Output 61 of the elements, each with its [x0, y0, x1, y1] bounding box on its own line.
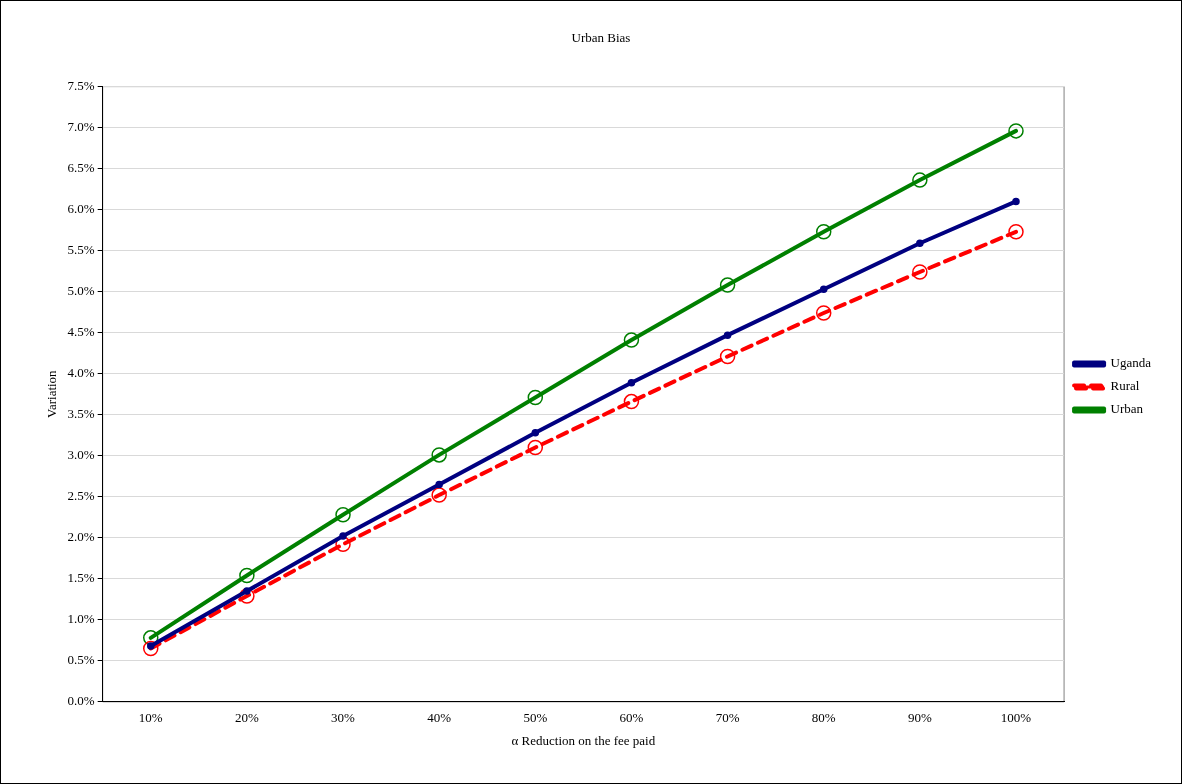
- point: [339, 532, 347, 540]
- y-tick-label: 2.5%: [67, 488, 95, 504]
- point: [435, 480, 443, 489]
- point: [431, 447, 447, 463]
- y-axis-title: Variation: [44, 369, 60, 419]
- point: [431, 487, 447, 503]
- y-tick-label: 2.0%: [67, 529, 95, 545]
- point: [143, 630, 159, 646]
- legend-label: Rural: [1110, 378, 1140, 394]
- point: [623, 393, 640, 410]
- point: [623, 332, 640, 348]
- y-tick-label: 5.0%: [67, 283, 95, 299]
- legend-label: Uganda: [1110, 355, 1152, 371]
- y-tick-label: 1.5%: [67, 570, 95, 586]
- x-tick-label: 30%: [331, 710, 356, 726]
- y-tick-label: 5.5%: [67, 242, 95, 258]
- point: [627, 378, 636, 387]
- point: [527, 389, 544, 406]
- point: [243, 587, 251, 595]
- x-tick-label: 50%: [523, 710, 548, 726]
- point: [912, 264, 928, 280]
- y-tick-label: 6.5%: [67, 160, 95, 176]
- point: [912, 172, 928, 188]
- x-tick-label: 10%: [138, 710, 163, 726]
- point: [335, 536, 351, 553]
- y-tick-label: 0.0%: [67, 693, 95, 709]
- point: [1012, 197, 1020, 206]
- point: [527, 439, 544, 456]
- x-tick-label: 60%: [619, 710, 644, 726]
- legend-label: Urban: [1110, 401, 1144, 417]
- point: [815, 305, 832, 321]
- point: [719, 277, 736, 293]
- x-tick-label: 100%: [1000, 710, 1032, 726]
- point: [1008, 224, 1024, 240]
- point: [723, 331, 732, 339]
- point: [239, 567, 255, 584]
- point: [719, 348, 736, 365]
- y-tick-label: 0.5%: [67, 652, 95, 668]
- x-tick-label: 70%: [715, 710, 740, 726]
- y-tick-label: 7.5%: [67, 78, 95, 94]
- y-tick-label: 4.0%: [67, 365, 95, 381]
- point: [531, 429, 540, 437]
- x-tick-label: 20%: [234, 710, 259, 726]
- y-tick-label: 4.5%: [67, 324, 95, 340]
- y-tick-label: 1.0%: [67, 611, 95, 627]
- y-tick-label: 3.5%: [67, 406, 95, 422]
- point: [335, 507, 351, 523]
- chart-title: Urban Bias: [571, 30, 631, 46]
- y-tick-label: 6.0%: [67, 201, 95, 217]
- x-axis-title: α Reduction on the fee paid: [511, 732, 656, 748]
- point: [239, 588, 255, 604]
- x-tick-label: 90%: [907, 710, 932, 726]
- y-tick-label: 7.0%: [67, 119, 95, 135]
- point: [1008, 123, 1024, 139]
- point: [143, 640, 159, 657]
- point: [916, 239, 924, 248]
- point: [815, 224, 832, 240]
- point: [819, 285, 828, 293]
- x-tick-label: 80%: [811, 710, 836, 726]
- x-tick-label: 40%: [427, 710, 452, 726]
- y-tick-label: 3.0%: [67, 447, 95, 463]
